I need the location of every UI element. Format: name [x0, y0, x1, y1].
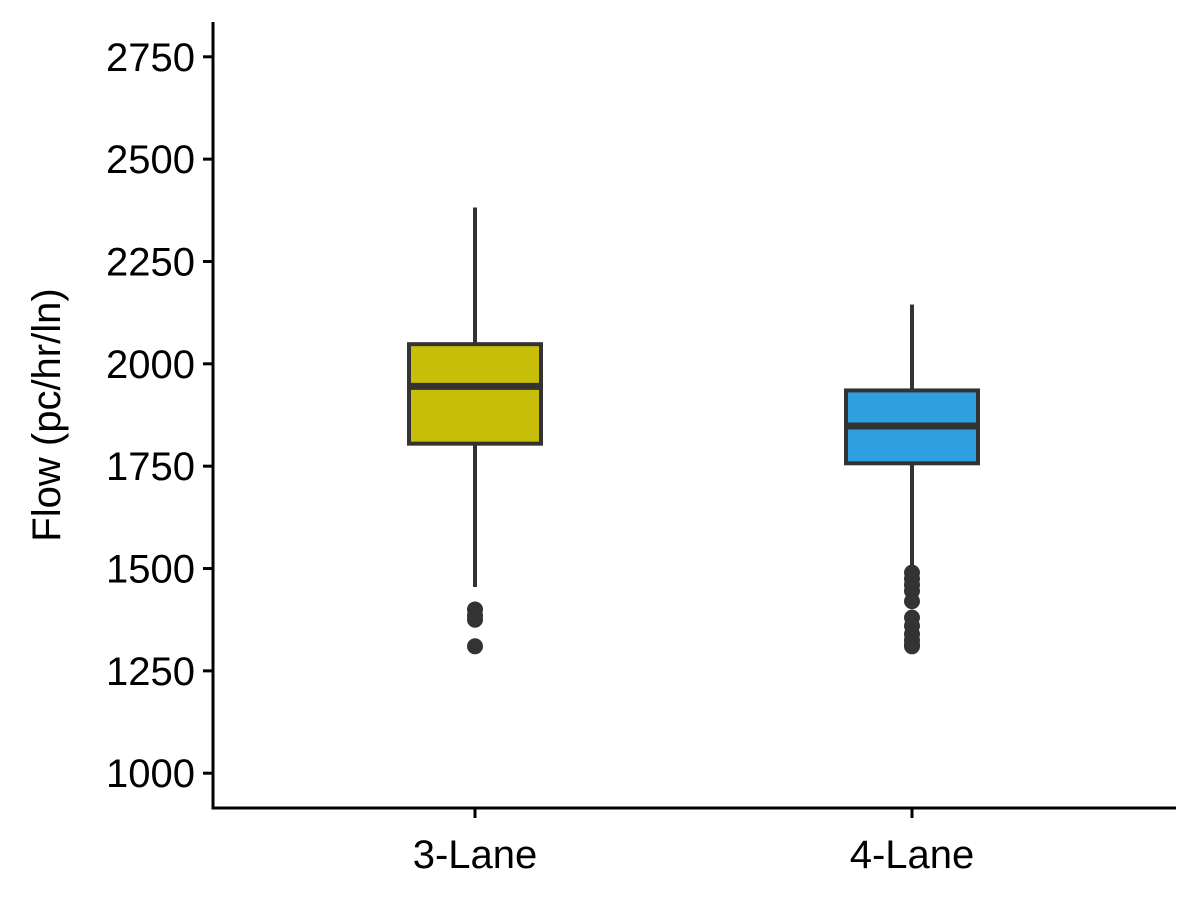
- y-tick-label: 1750: [106, 445, 195, 489]
- outlier-point: [467, 638, 483, 655]
- box-3-lane: [407, 207, 543, 655]
- iqr-box: [407, 342, 543, 446]
- y-tick-label: 2250: [106, 240, 195, 284]
- box-series: [407, 207, 980, 655]
- outlier-point: [904, 593, 920, 610]
- x-tick-label: 4-Lane: [850, 833, 975, 877]
- y-axis: 1000 1250 1500 1750 2000 2250 2500 2750: [106, 22, 215, 808]
- y-tick-label: 1250: [106, 650, 195, 694]
- x-tick-label: 3-Lane: [413, 833, 538, 877]
- y-tick-label: 1000: [106, 752, 195, 796]
- y-axis-title: Flow (pc/hr/ln): [25, 288, 69, 541]
- y-tick-label: 1500: [106, 548, 195, 592]
- y-tick-label: 2000: [106, 343, 195, 387]
- y-tick-label: 2750: [106, 36, 195, 80]
- outlier-point: [467, 611, 483, 628]
- outlier-point: [904, 638, 920, 655]
- y-tick-label: 2500: [106, 138, 195, 182]
- box-4-lane: [844, 304, 980, 655]
- x-axis: 3-Lane 4-Lane: [211, 806, 1176, 877]
